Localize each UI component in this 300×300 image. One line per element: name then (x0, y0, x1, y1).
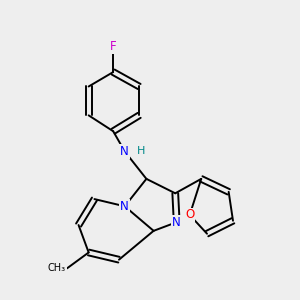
Text: O: O (185, 208, 194, 221)
Text: N: N (172, 216, 181, 229)
Text: N: N (120, 200, 129, 213)
Text: H: H (136, 146, 145, 156)
Text: CH₃: CH₃ (48, 263, 66, 273)
Text: F: F (110, 40, 116, 52)
Text: N: N (120, 145, 129, 158)
